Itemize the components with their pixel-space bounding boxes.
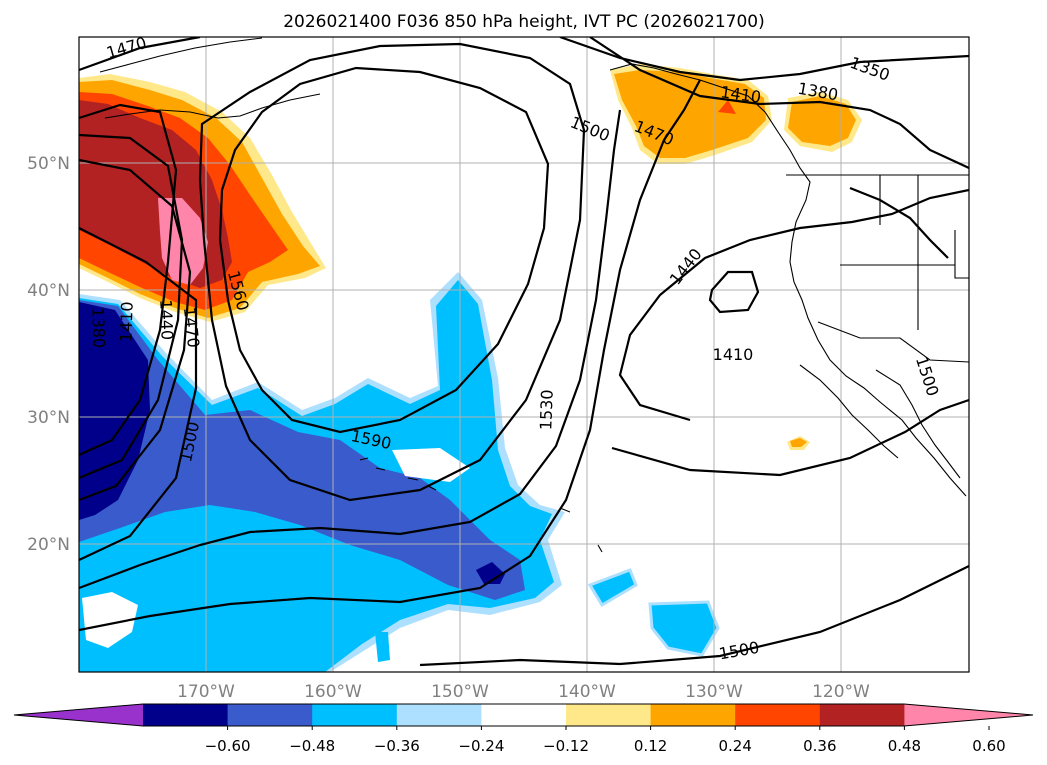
alaska-coast <box>99 37 263 73</box>
colorbar-outline <box>13 703 1034 727</box>
colorbar-label: 0.48 <box>888 737 921 755</box>
colorbar-label: −0.60 <box>205 737 251 755</box>
lon-tick-label: 140°W <box>558 682 616 702</box>
map-layers: 1470 1350 1410 1380 1500 1470 1560 1380 … <box>79 37 969 672</box>
anomaly-hole <box>82 592 138 648</box>
contour-1380-northeast <box>589 37 969 169</box>
colorbar-extend-high <box>904 704 1033 726</box>
colorbar-label: −0.36 <box>374 737 420 755</box>
lon-tick-label: 170°W <box>177 682 235 702</box>
map-title: 2026021400 F036 850 hPa height, IVT PC (… <box>283 12 765 32</box>
lon-tick-label: 120°W <box>812 682 870 702</box>
west-coast <box>609 63 967 497</box>
lat-ticks: 50°N 40°N 30°N 20°N <box>27 154 70 555</box>
colorbar-cell <box>312 704 398 726</box>
anomaly-fill-baja-core <box>790 438 807 447</box>
contour-1470 <box>79 227 198 561</box>
anomaly-fill-neg-036 <box>79 300 525 600</box>
contour-1410 <box>79 133 184 480</box>
colorbar-label: −0.24 <box>458 737 504 755</box>
anomaly-fill-bc-peak <box>718 100 736 114</box>
contour-label: 1470 <box>180 306 203 348</box>
colorbar-cell <box>735 704 821 726</box>
anomaly-fill-neg-hawaii <box>476 562 505 584</box>
colorbar-label: 0.12 <box>634 737 667 755</box>
map-frame <box>78 36 970 673</box>
colorbar-cell <box>396 704 482 726</box>
contour-1410-low <box>708 270 760 314</box>
contour-1470-ne <box>849 186 949 259</box>
anomaly-fill-bc2-036 <box>788 96 856 146</box>
colorbar-label: 0.24 <box>718 737 751 755</box>
height-contours <box>79 37 969 667</box>
contour-label: 1380 <box>88 307 108 348</box>
colorbar-label: −0.12 <box>543 737 589 755</box>
border-us-mexico <box>817 321 969 363</box>
contour-1500-south <box>419 565 969 667</box>
gridlines <box>79 37 969 672</box>
contour-1590-high <box>218 66 550 434</box>
anomaly-hole-2 <box>392 448 470 482</box>
positive-anomaly-bc <box>610 64 862 450</box>
contour-1560 <box>198 42 586 502</box>
anomaly-fill-neg-small <box>375 632 390 662</box>
colorbar-cell <box>227 704 313 726</box>
colorbar-cell <box>819 704 905 726</box>
lat-tick-label: 40°N <box>27 281 70 301</box>
lon-ticks: 170°W 160°W 150°W 140°W 130°W 120°W <box>177 682 870 702</box>
baja-coast <box>799 364 899 459</box>
anomaly-fill-bc-036 <box>614 70 766 158</box>
gulf-coast <box>875 369 961 479</box>
colorbar-label: −0.48 <box>289 737 335 755</box>
colorbar: −0.60 −0.48 −0.36 −0.24 −0.12 0.12 0.24 0.36 0.4… <box>13 703 1034 755</box>
colorbar-extend-low <box>14 704 143 726</box>
lon-tick-label: 160°W <box>304 682 362 702</box>
colorbar-cell <box>650 704 736 726</box>
contour-1380 <box>79 103 178 457</box>
contour-1470-east <box>611 398 969 477</box>
anomaly-fill-neg-east <box>648 600 720 657</box>
contour-1500 <box>79 79 701 632</box>
colorbar-label: 0.60 <box>972 737 1005 755</box>
contour-label: 1440 <box>156 299 176 340</box>
colorbar-cell <box>481 704 567 726</box>
aleutian-coast <box>104 93 321 119</box>
contour-label: 1530 <box>536 389 556 430</box>
contour-1350 <box>559 37 969 82</box>
contour-1530 <box>79 109 622 590</box>
lat-tick-label: 20°N <box>27 535 70 555</box>
lat-tick-label: 30°N <box>27 408 70 428</box>
lon-tick-label: 150°W <box>431 682 489 702</box>
hawaii-islands <box>359 457 437 491</box>
anomaly-fill-neg-east-2 <box>587 568 638 608</box>
lat-tick-label: 50°N <box>27 154 70 174</box>
contour-label: 1410 <box>713 345 754 364</box>
colorbar-cell <box>143 704 229 726</box>
colorbar-label: 0.36 <box>803 737 836 755</box>
colorbar-cell <box>566 704 652 726</box>
coastlines <box>99 37 969 553</box>
contour-1470-north <box>79 37 201 72</box>
contour-label: 1410 <box>116 301 136 342</box>
contour-1440 <box>79 158 192 502</box>
lon-tick-label: 130°W <box>685 682 743 702</box>
negative-anomaly <box>79 272 720 672</box>
